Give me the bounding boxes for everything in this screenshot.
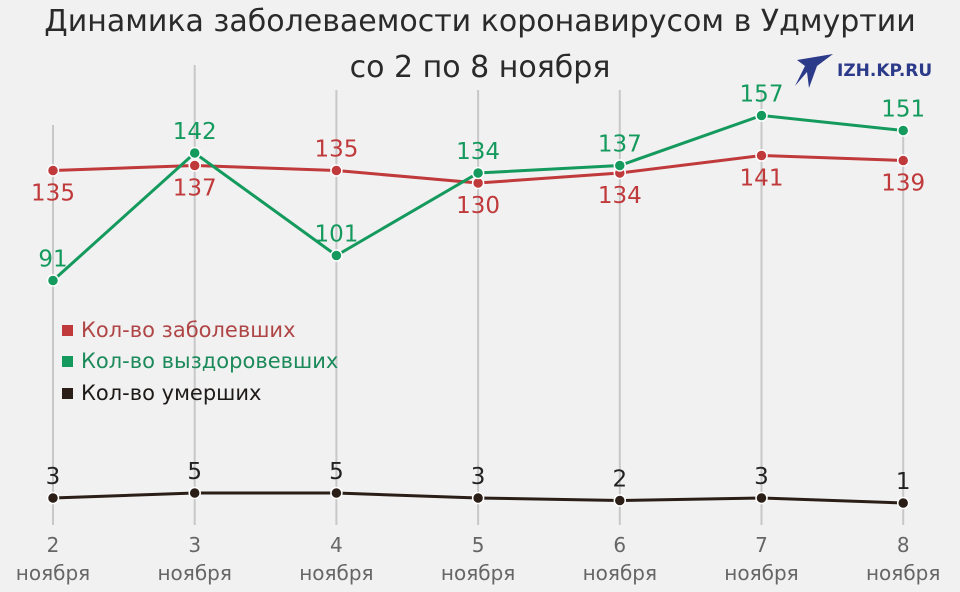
- data-point: [755, 109, 768, 122]
- data-label: 151: [881, 97, 925, 123]
- x-tick-label: 5: [472, 533, 485, 557]
- data-label: 137: [598, 132, 642, 158]
- x-tick-label: 3: [188, 533, 201, 557]
- data-label: 141: [740, 166, 784, 192]
- legend-label: Кол-во умерших: [81, 381, 262, 405]
- data-label: 91: [38, 247, 67, 273]
- swallow-logo-icon: [795, 54, 833, 88]
- logo: IZH.KP.RU: [795, 52, 932, 90]
- x-tick-label: ноября: [299, 561, 373, 585]
- data-label: 135: [31, 181, 75, 207]
- legend-label: Кол-во выздоровевших: [81, 349, 339, 373]
- data-label: 134: [456, 139, 500, 165]
- x-tick-label: 6: [613, 533, 626, 557]
- legend-item-deaths: Кол-во умерших: [62, 381, 261, 405]
- x-tick-label: ноября: [866, 561, 940, 585]
- data-label: 3: [46, 464, 61, 490]
- x-tick-label: ноября: [724, 561, 798, 585]
- legend-item-cases: Кол-во заболевших: [62, 318, 296, 342]
- legend-item-recovered: Кол-во выздоровевших: [62, 349, 338, 373]
- data-point: [755, 491, 768, 505]
- legend-swatch: [62, 387, 73, 399]
- x-tick-label: ноября: [16, 561, 90, 585]
- data-label: 134: [598, 183, 642, 209]
- x-tick-label: ноября: [441, 561, 515, 585]
- data-label: 142: [173, 119, 217, 145]
- data-point: [188, 486, 201, 500]
- data-point: [896, 496, 910, 510]
- data-point: [46, 491, 60, 505]
- data-point: [755, 149, 768, 162]
- data-label: 130: [456, 193, 500, 219]
- data-point: [471, 491, 485, 505]
- x-tick-label: 8: [897, 533, 910, 557]
- legend-swatch: [62, 324, 73, 336]
- data-point: [613, 494, 627, 507]
- data-point: [46, 164, 60, 177]
- data-label: 5: [329, 459, 344, 485]
- data-point: [896, 154, 910, 167]
- x-tick-label: ноября: [157, 561, 231, 585]
- data-label: 137: [173, 176, 217, 202]
- data-label: 2: [612, 467, 627, 493]
- data-label: 3: [471, 464, 486, 490]
- x-tick-label: ноября: [583, 561, 657, 585]
- x-tick-label: 7: [755, 533, 768, 557]
- data-label: 157: [740, 82, 784, 108]
- legend-swatch: [62, 355, 73, 367]
- chart-subtitle: со 2 по 8 ноября: [349, 50, 611, 85]
- data-label: 3: [754, 464, 769, 490]
- data-label: 135: [314, 137, 358, 163]
- logo-text: IZH.KP.RU: [837, 61, 933, 81]
- data-label: 101: [314, 222, 358, 248]
- legend-label: Кол-во заболевших: [81, 318, 296, 342]
- x-tick-label: 2: [47, 533, 60, 557]
- data-label: 1: [896, 469, 911, 495]
- data-point: [330, 249, 343, 262]
- data-point: [46, 274, 60, 287]
- data-point: [188, 159, 201, 172]
- data-label: 139: [881, 171, 925, 197]
- data-point: [613, 159, 627, 172]
- data-point: [330, 164, 343, 177]
- chart-title: Динамика заболеваемости коронавирусом в …: [44, 4, 916, 39]
- data-point: [896, 124, 910, 137]
- data-point: [188, 146, 201, 160]
- data-point: [330, 486, 343, 500]
- x-tick-label: 4: [330, 533, 343, 557]
- data-label: 5: [187, 459, 202, 485]
- data-point: [471, 166, 485, 180]
